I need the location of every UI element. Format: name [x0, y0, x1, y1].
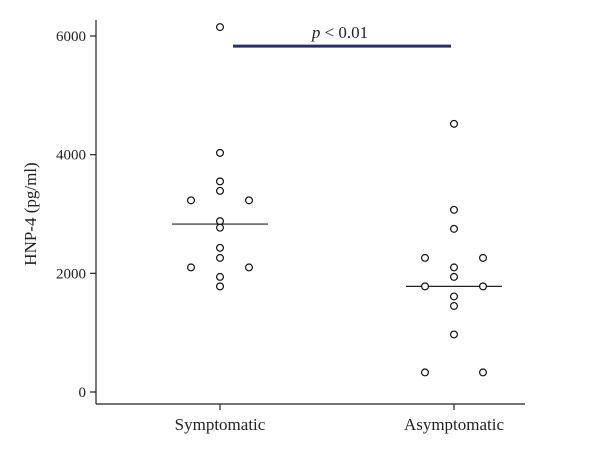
- data-point: [450, 224, 459, 233]
- significance-label: p < 0.01: [311, 23, 368, 42]
- data-point: [479, 282, 488, 291]
- y-tick-label: 0: [79, 385, 87, 401]
- group-asymptomatic: [406, 119, 502, 377]
- data-point: [450, 205, 459, 214]
- data-point: [450, 263, 459, 272]
- data-point: [421, 368, 430, 377]
- x-category-label: Symptomatic: [175, 415, 266, 434]
- data-point: [216, 243, 225, 252]
- group-symptomatic: [172, 23, 268, 291]
- p-symbol: p: [311, 23, 321, 42]
- data-point: [450, 119, 459, 128]
- data-point: [187, 196, 196, 205]
- data-point: [245, 263, 254, 272]
- y-axis-label: HNP-4 (pg/ml): [21, 162, 40, 265]
- data-point: [216, 23, 225, 32]
- data-point: [216, 148, 225, 157]
- y-ticks: 0 2000 4000 6000: [56, 29, 96, 401]
- y-tick-label: 4000: [56, 148, 86, 164]
- x-category-label: Asymptomatic: [404, 415, 505, 434]
- data-point: [479, 368, 488, 377]
- data-point: [479, 253, 488, 262]
- data-point: [216, 272, 225, 281]
- data-point: [245, 196, 254, 205]
- significance-annotation: p < 0.01: [233, 23, 451, 48]
- data-point: [421, 253, 430, 262]
- data-point: [216, 177, 225, 186]
- data-point: [216, 253, 225, 262]
- y-tick-label: 2000: [56, 266, 86, 282]
- data-point: [450, 292, 459, 301]
- data-groups: [172, 23, 502, 377]
- axes: [95, 20, 525, 405]
- x-category-labels: Symptomatic Asymptomatic: [175, 404, 505, 434]
- data-point: [216, 186, 225, 195]
- data-point: [216, 217, 225, 226]
- data-point: [216, 282, 225, 291]
- data-point: [450, 272, 459, 281]
- data-point: [187, 263, 196, 272]
- p-threshold: < 0.01: [320, 23, 368, 42]
- data-point: [450, 301, 459, 310]
- y-tick-label: 6000: [56, 29, 86, 45]
- data-point: [421, 282, 430, 291]
- data-point: [216, 223, 225, 232]
- data-point: [450, 330, 459, 339]
